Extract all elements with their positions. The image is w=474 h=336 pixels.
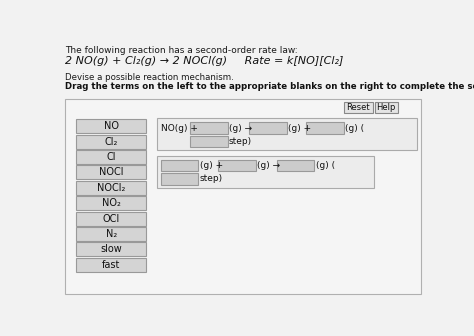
FancyBboxPatch shape	[190, 123, 228, 134]
FancyBboxPatch shape	[218, 160, 255, 171]
FancyBboxPatch shape	[76, 243, 146, 256]
FancyBboxPatch shape	[76, 150, 146, 164]
Text: (g) +: (g) +	[200, 161, 223, 170]
Text: (g) (: (g) (	[316, 161, 335, 170]
FancyBboxPatch shape	[344, 102, 373, 113]
FancyBboxPatch shape	[76, 227, 146, 241]
Text: OCI: OCI	[102, 214, 120, 223]
Text: NO₂: NO₂	[102, 198, 120, 208]
Text: NOCl₂: NOCl₂	[97, 183, 125, 193]
Text: Reset: Reset	[346, 103, 370, 112]
FancyBboxPatch shape	[190, 135, 228, 147]
Text: NOCl: NOCl	[99, 167, 123, 177]
FancyBboxPatch shape	[76, 212, 146, 225]
Text: NO(g) +: NO(g) +	[161, 124, 198, 133]
Text: 2 NO(g) + Cl₂(g) → 2 NOCl(g)     Rate = k[NO][Cl₂]: 2 NO(g) + Cl₂(g) → 2 NOCl(g) Rate = k[NO…	[65, 56, 344, 66]
Text: Cl₂: Cl₂	[104, 136, 118, 146]
Text: Drag the terms on the left to the appropriate blanks on the right to complete th: Drag the terms on the left to the approp…	[65, 82, 474, 91]
Text: N₂: N₂	[106, 229, 117, 239]
Text: NO: NO	[104, 121, 118, 131]
Text: slow: slow	[100, 244, 122, 254]
Text: (g) +: (g) +	[288, 124, 311, 133]
Text: step): step)	[200, 174, 223, 183]
FancyBboxPatch shape	[157, 118, 417, 151]
FancyBboxPatch shape	[249, 123, 287, 134]
FancyBboxPatch shape	[76, 258, 146, 272]
Text: step): step)	[229, 137, 252, 146]
Text: Help: Help	[377, 103, 396, 112]
Text: (g) →: (g) →	[229, 124, 252, 133]
Text: Cl: Cl	[107, 152, 116, 162]
FancyBboxPatch shape	[76, 165, 146, 179]
Text: fast: fast	[102, 260, 120, 270]
FancyBboxPatch shape	[157, 156, 374, 188]
FancyBboxPatch shape	[375, 102, 398, 113]
Text: The following reaction has a second-order rate law:: The following reaction has a second-orde…	[65, 46, 298, 55]
FancyBboxPatch shape	[76, 196, 146, 210]
Text: Devise a possible reaction mechanism.: Devise a possible reaction mechanism.	[65, 73, 234, 82]
FancyBboxPatch shape	[161, 173, 198, 184]
FancyBboxPatch shape	[76, 119, 146, 133]
FancyBboxPatch shape	[306, 123, 344, 134]
FancyBboxPatch shape	[64, 99, 421, 294]
Text: (g) →: (g) →	[257, 161, 280, 170]
Text: (g) (: (g) (	[345, 124, 365, 133]
FancyBboxPatch shape	[161, 160, 198, 171]
FancyBboxPatch shape	[76, 135, 146, 149]
FancyBboxPatch shape	[76, 181, 146, 195]
FancyBboxPatch shape	[277, 160, 314, 171]
